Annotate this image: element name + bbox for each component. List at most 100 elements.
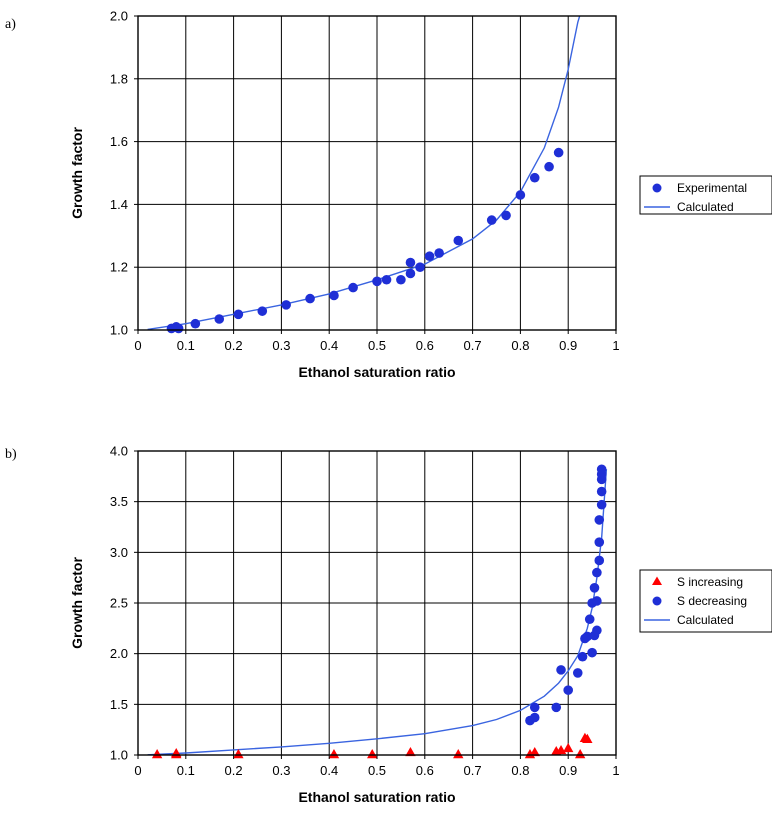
experimental-point (515, 190, 526, 200)
experimental-point (405, 257, 416, 268)
chart-panel-a: a) 0 0.1 0.2 0.3 0.4 0.5 0.6 0.7 0.8 0.9 1 1.01.21… (5, 9, 772, 380)
s-decreasing-point (587, 647, 597, 658)
experimental-point (486, 215, 497, 225)
grid-b (137, 450, 617, 756)
x-tick-labels-b: 0 0.1 0.2 0.3 0.4 0.5 0.6 0.7 0.8 0.9 1 (134, 755, 620, 778)
legend-a: Experimental Calculated (639, 175, 772, 215)
curve-layer-b (147, 469, 608, 755)
x-axis-title-a: Ethanol saturation ratio (298, 364, 455, 380)
s-decreasing-point (594, 515, 605, 525)
x-tick-label: 0.6 (416, 338, 434, 353)
experimental-point (501, 210, 511, 221)
s-decreasing-point (596, 499, 607, 510)
s-decreasing-point (582, 631, 593, 642)
y-tick-labels-b: 1.0 1.5 2.0 2.5 3.0 3.5 4.0 (110, 444, 138, 763)
legend-box (639, 569, 772, 633)
s-increasing-point (405, 746, 416, 757)
experimental-point (544, 161, 554, 172)
legend-swatch-s-increasing (652, 576, 662, 585)
y-tick-label: 3.0 (110, 545, 128, 560)
y-tick-label: 2.5 (110, 596, 128, 611)
x-tick-label: 0.7 (464, 763, 482, 778)
experimental-point (214, 314, 225, 324)
s-decreasing-point (577, 651, 588, 662)
x-tick-labels-a: 0 0.1 0.2 0.3 0.4 0.5 0.6 0.7 0.8 0.9 1 (134, 330, 620, 353)
legend-label-experimental: Experimental (677, 181, 747, 195)
experimental-point (173, 323, 184, 334)
experimental-point (434, 248, 444, 258)
y-axis-title-a: Growth factor (69, 127, 85, 219)
y-tick-label: 1.5 (110, 697, 128, 712)
legend-label-s-decreasing: S decreasing (677, 594, 747, 608)
x-tick-label: 0.5 (368, 763, 386, 778)
y-tick-label: 1.8 (110, 71, 128, 86)
x-tick-label: 0.8 (511, 338, 529, 353)
x-tick-label: 0.8 (511, 763, 529, 778)
legend-swatch-s-decreasing (652, 596, 662, 606)
x-tick-label: 0.2 (225, 338, 243, 353)
s-decreasing-point (594, 555, 605, 566)
experimental-point (190, 318, 201, 329)
s-decreasing-point (596, 486, 607, 497)
experimental-point (529, 172, 540, 183)
s-increasing-point (453, 749, 464, 759)
experimental-point (281, 300, 291, 310)
y-axis-title-b: Growth factor (69, 557, 85, 649)
experimental-point (405, 268, 416, 279)
y-tick-label: 1.0 (110, 323, 128, 338)
y-tick-label: 2.0 (110, 646, 128, 661)
x-tick-label: 0 (134, 338, 141, 353)
s-increasing-point (529, 746, 540, 757)
legend-swatch-experimental (652, 183, 662, 193)
chart-panel-b: b) 0 0.1 0.2 0.3 0.4 0.5 0.6 0.7 0.8 0.9 1 1.0 1.5 2… (5, 444, 772, 805)
s-increasing-point (328, 749, 340, 759)
legend-label-calculated: Calculated (677, 613, 734, 627)
experimental-point (233, 309, 244, 320)
s-increasing-point (151, 749, 163, 759)
experimental-point (381, 274, 392, 285)
experimental-point (372, 276, 382, 287)
points-layer-b (151, 464, 607, 759)
experimental-point (553, 147, 564, 158)
x-tick-label: 0 (134, 763, 141, 778)
s-decreasing-point (589, 583, 600, 593)
s-increasing-point (233, 749, 244, 759)
legend-b: S increasing S decreasing Calculated (639, 569, 772, 633)
s-increasing-point (574, 749, 586, 759)
points-layer-a (166, 147, 564, 334)
experimental-point (257, 306, 268, 316)
experimental-point (415, 262, 425, 273)
experimental-point (305, 293, 315, 304)
s-decreasing-point (584, 614, 595, 625)
x-tick-label: 1 (612, 763, 619, 778)
s-decreasing-point (563, 685, 573, 695)
x-tick-label: 0.1 (177, 763, 195, 778)
x-tick-label: 0.4 (320, 338, 338, 353)
curve-layer-a (147, 16, 581, 330)
calculated-curve (147, 469, 608, 755)
legend-label-s-increasing: S increasing (677, 575, 743, 589)
y-tick-label: 1.0 (110, 748, 128, 763)
s-increasing-point (367, 749, 378, 759)
experimental-point (329, 290, 339, 301)
y-tick-labels-a: 1.0 1.2 1.4 1.6 1.8 2.0 (110, 9, 138, 338)
s-decreasing-point (529, 702, 540, 713)
x-tick-label: 0.3 (272, 763, 290, 778)
s-decreasing-point (556, 665, 566, 675)
x-tick-label: 1 (612, 338, 619, 353)
s-increasing-point (582, 733, 593, 743)
x-tick-label: 0.1 (177, 338, 195, 353)
experimental-point (453, 235, 464, 246)
panel-label-a: a) (5, 17, 16, 32)
y-tick-label: 4.0 (110, 444, 128, 459)
panel-label-b: b) (5, 447, 17, 462)
s-decreasing-point (596, 464, 607, 475)
x-tick-label: 0.7 (464, 338, 482, 353)
s-decreasing-point (592, 625, 602, 636)
s-decreasing-point (551, 702, 562, 713)
y-tick-label: 2.0 (110, 9, 128, 24)
x-tick-label: 0.5 (368, 338, 386, 353)
y-tick-label: 1.4 (110, 197, 128, 212)
x-tick-label: 0.9 (559, 338, 577, 353)
experimental-point (348, 282, 358, 293)
